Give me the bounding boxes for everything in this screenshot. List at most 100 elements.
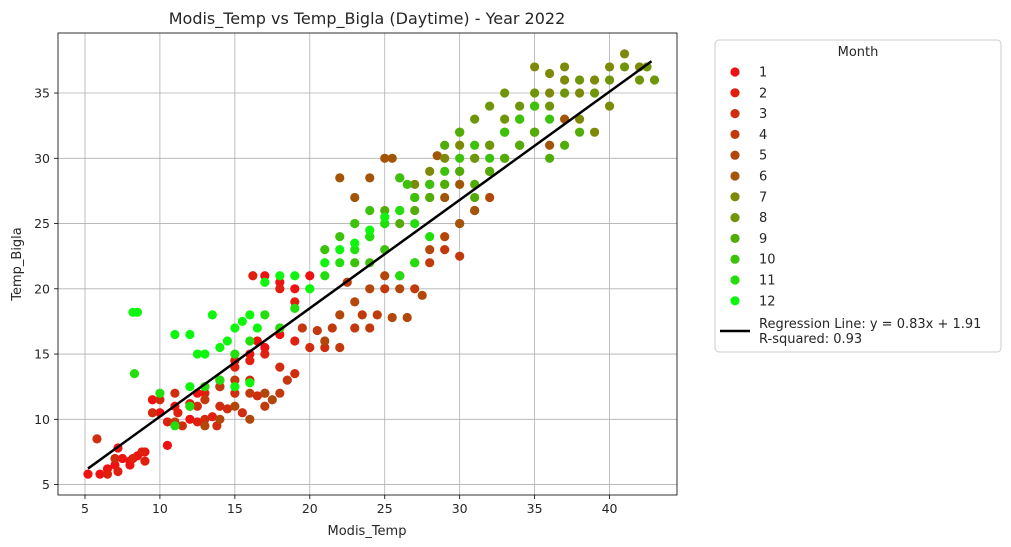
data-point-month-12 xyxy=(350,238,360,248)
data-point-month-8 xyxy=(574,75,585,85)
data-point-month-7 xyxy=(574,88,585,98)
data-point-month-11 xyxy=(215,375,225,385)
data-point-month-9 xyxy=(395,218,405,229)
data-point-month-1 xyxy=(290,284,300,294)
data-point-month-7 xyxy=(604,101,615,111)
data-point-month-4 xyxy=(410,284,420,294)
data-point-month-6 xyxy=(470,205,480,216)
data-point-month-3 xyxy=(275,362,285,372)
data-point-month-4 xyxy=(245,388,255,398)
data-point-month-2 xyxy=(192,417,202,427)
data-point-month-3 xyxy=(200,414,210,424)
data-point-month-2 xyxy=(260,349,270,359)
x-tick-label: 30 xyxy=(452,501,468,516)
data-point-month-3 xyxy=(155,395,165,405)
data-point-month-8 xyxy=(470,114,480,124)
x-axis-ticks: 5 10 15 20 25 30 35 40 xyxy=(81,495,618,516)
data-point-month-10 xyxy=(365,258,375,268)
data-point-month-5 xyxy=(425,245,435,255)
data-point-month-5 xyxy=(350,297,360,307)
data-point-month-5 xyxy=(417,290,427,300)
legend-marker-month-6 xyxy=(730,171,740,181)
data-point-month-9 xyxy=(559,140,570,150)
data-point-month-4 xyxy=(282,375,292,385)
y-tick-label: 35 xyxy=(34,86,50,101)
data-point-month-2 xyxy=(137,447,147,457)
data-point-month-11 xyxy=(320,271,330,281)
data-point-month-11 xyxy=(170,421,180,431)
data-point-month-10 xyxy=(335,231,345,242)
data-point-month-10 xyxy=(455,153,465,163)
data-point-month-2 xyxy=(162,417,173,427)
data-point-month-11 xyxy=(260,310,270,320)
data-point-month-8 xyxy=(470,153,480,163)
data-point-month-4 xyxy=(365,323,375,333)
y-axis-label: Temp_Bigla xyxy=(10,227,25,302)
data-point-month-1 xyxy=(162,440,173,451)
data-point-month-9 xyxy=(425,192,435,203)
chart-title: Modis_Temp vs Temp_Bigla (Daytime) - Yea… xyxy=(169,9,566,29)
data-point-month-2 xyxy=(173,408,183,418)
data-point-month-2 xyxy=(290,297,300,307)
data-point-month-9 xyxy=(500,153,510,163)
data-point-month-3 xyxy=(177,421,187,431)
data-point-month-5 xyxy=(395,284,405,294)
legend-label-month-5: 5 xyxy=(759,149,767,164)
data-point-month-12 xyxy=(380,212,390,222)
legend-label-month-2: 2 xyxy=(759,86,767,101)
data-point-month-8 xyxy=(500,114,510,124)
data-point-month-12 xyxy=(207,310,217,320)
data-point-month-5 xyxy=(267,395,277,405)
data-point-month-12 xyxy=(290,271,300,281)
data-point-month-10 xyxy=(425,179,435,189)
data-point-month-4 xyxy=(297,323,307,333)
data-point-month-2 xyxy=(128,453,138,464)
data-point-month-4 xyxy=(357,310,367,320)
y-tick-label: 15 xyxy=(34,347,50,362)
data-point-month-4 xyxy=(380,284,390,294)
data-point-month-5 xyxy=(245,414,255,424)
data-point-month-9 xyxy=(440,140,450,150)
data-point-month-11 xyxy=(410,218,420,229)
data-point-month-1 xyxy=(95,469,105,479)
data-point-month-6 xyxy=(380,153,390,163)
data-point-month-5 xyxy=(230,401,240,411)
data-point-month-4 xyxy=(260,401,270,411)
data-point-month-3 xyxy=(222,404,232,414)
data-point-month-5 xyxy=(485,192,495,203)
data-point-month-12 xyxy=(275,271,285,281)
data-point-month-11 xyxy=(230,349,240,359)
data-point-month-4 xyxy=(275,388,285,398)
data-point-month-7 xyxy=(619,49,630,59)
legend-marker-month-2 xyxy=(730,88,740,98)
legend-label-month-9: 9 xyxy=(759,232,767,247)
data-point-month-2 xyxy=(290,336,300,346)
data-point-month-7 xyxy=(604,62,615,72)
data-point-month-8 xyxy=(649,75,660,85)
data-point-month-8 xyxy=(500,88,510,98)
data-point-month-3 xyxy=(170,388,180,398)
legend-marker-month-12 xyxy=(730,296,740,306)
data-point-month-7 xyxy=(455,140,465,150)
legend-label-month-1: 1 xyxy=(759,66,767,81)
data-point-month-2 xyxy=(102,469,113,479)
data-point-month-11 xyxy=(335,258,345,268)
data-point-month-12 xyxy=(192,349,202,359)
data-point-month-11 xyxy=(410,258,420,268)
data-point-month-3 xyxy=(230,388,240,398)
x-tick-label: 25 xyxy=(377,501,393,516)
data-point-month-12 xyxy=(305,284,315,294)
data-point-month-11 xyxy=(155,388,165,398)
legend-title: Month xyxy=(838,45,879,60)
data-point-month-10 xyxy=(440,166,450,176)
data-point-month-7 xyxy=(559,62,570,72)
data-point-month-12 xyxy=(185,382,195,392)
legend-marker-month-7 xyxy=(730,192,740,202)
x-tick-label: 15 xyxy=(227,501,243,516)
data-point-month-6 xyxy=(432,151,442,161)
data-point-month-1 xyxy=(305,271,315,281)
data-point-month-5 xyxy=(440,231,450,242)
data-point-month-1 xyxy=(117,453,128,464)
